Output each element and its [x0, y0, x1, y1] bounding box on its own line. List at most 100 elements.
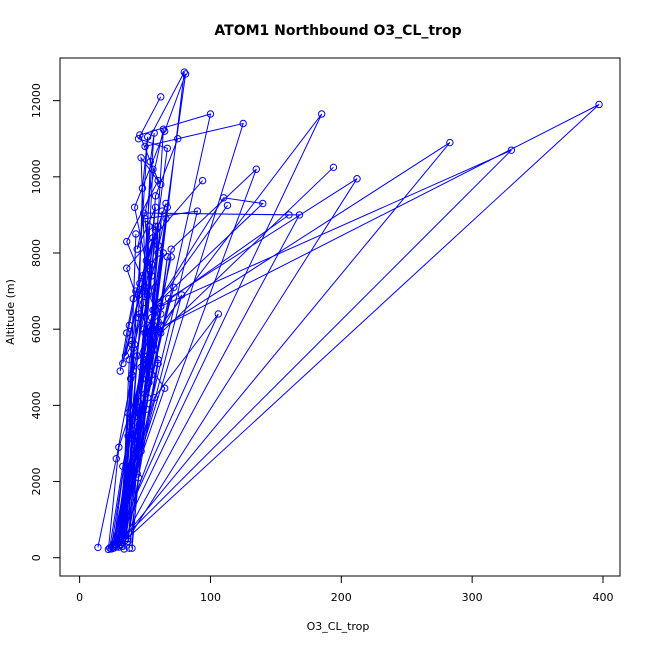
data-point — [133, 352, 141, 360]
data-point — [259, 199, 267, 208]
data-point — [119, 359, 127, 368]
data-point — [140, 298, 148, 307]
data-point — [154, 325, 162, 333]
data-point — [158, 207, 166, 215]
data-point — [132, 287, 140, 295]
data-point — [163, 203, 171, 212]
data-point — [162, 215, 170, 223]
data-point — [125, 428, 134, 436]
data-point — [138, 405, 147, 413]
data-point — [214, 310, 223, 318]
data-point — [130, 203, 139, 212]
data-point — [125, 321, 134, 330]
y-tick-label: 10000 — [30, 159, 43, 194]
y-tick-label: 6000 — [30, 315, 43, 343]
data-point — [138, 375, 147, 383]
x-tick-label: 300 — [462, 591, 483, 604]
data-point — [134, 474, 143, 482]
data-point — [157, 302, 165, 311]
data-point — [123, 264, 131, 272]
data-point — [129, 295, 137, 303]
data-point — [146, 157, 154, 166]
data-point — [160, 384, 169, 392]
data-point — [295, 211, 304, 219]
data-point — [151, 203, 160, 212]
data-point — [159, 249, 168, 257]
data-point — [128, 371, 136, 379]
data-point — [117, 531, 126, 539]
data-point — [149, 165, 157, 173]
data-point — [133, 245, 141, 253]
data-point — [134, 291, 143, 299]
data-point — [132, 230, 140, 238]
y-axis-label: Altitude (m) — [4, 279, 17, 345]
data-point — [154, 176, 162, 185]
data-point — [151, 192, 160, 200]
data-point — [157, 93, 165, 101]
data-point — [507, 146, 516, 154]
data-point — [143, 333, 152, 341]
data-point — [137, 447, 145, 455]
data-point — [164, 295, 173, 303]
data-point — [132, 432, 140, 440]
data-point — [147, 260, 156, 269]
data-point — [141, 329, 149, 337]
data-point — [129, 344, 137, 352]
data-point — [219, 194, 228, 202]
data-point — [154, 241, 162, 250]
data-point — [140, 401, 148, 410]
data-point — [116, 367, 124, 375]
data-point — [353, 175, 361, 183]
data-point — [154, 249, 162, 257]
data-point — [143, 133, 152, 141]
data-point — [147, 314, 156, 322]
data-point — [123, 237, 131, 246]
data-point — [151, 226, 160, 234]
data-point — [138, 184, 147, 192]
data-point — [129, 367, 137, 375]
data-point — [162, 199, 170, 208]
data-point — [141, 390, 149, 398]
y-tick-label: 4000 — [30, 391, 43, 419]
data-point — [111, 542, 119, 550]
chart-title: ATOM1 Northbound O3_CL_trop — [214, 23, 461, 39]
data-point — [285, 211, 293, 219]
data-point — [181, 70, 190, 78]
data-point — [198, 176, 207, 185]
data-point — [134, 409, 143, 417]
data-point — [143, 352, 152, 360]
data-point — [121, 352, 130, 360]
data-point — [140, 325, 148, 333]
y-tick-label: 12000 — [30, 83, 43, 118]
data-point — [106, 544, 114, 552]
data-point — [142, 405, 151, 413]
data-point — [141, 142, 149, 151]
series-layer — [94, 68, 603, 554]
data-point — [239, 119, 247, 128]
data-point — [147, 371, 156, 379]
series-line-10 — [119, 230, 159, 372]
data-point — [252, 165, 260, 173]
x-tick-label: 100 — [200, 591, 221, 604]
data-point — [115, 443, 123, 451]
data-point — [145, 378, 153, 387]
data-point — [329, 163, 338, 172]
data-point — [130, 340, 139, 349]
data-point — [140, 209, 148, 217]
data-point — [154, 359, 162, 368]
data-point — [134, 314, 143, 322]
data-point — [141, 355, 149, 364]
data-point — [141, 283, 149, 291]
data-point — [119, 462, 127, 471]
data-point — [149, 333, 157, 341]
data-point — [128, 416, 136, 425]
data-point — [193, 207, 202, 215]
data-point — [147, 348, 156, 356]
data-point — [163, 253, 171, 261]
data-point — [104, 545, 113, 554]
data-point — [130, 413, 139, 421]
data-point — [180, 68, 188, 76]
data-point — [151, 283, 160, 291]
data-point — [167, 245, 175, 253]
